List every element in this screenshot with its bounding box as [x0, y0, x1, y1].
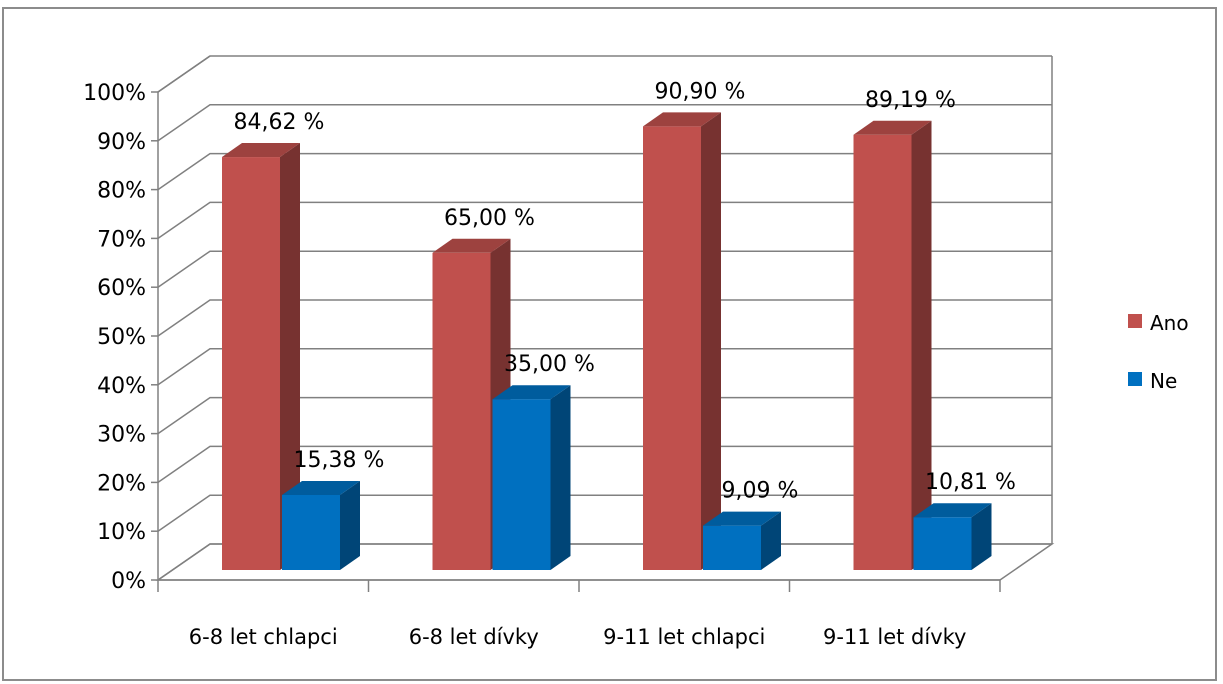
bars [222, 112, 992, 571]
bar-side [280, 143, 300, 571]
gridline [157, 494, 1052, 532]
bar-ano [643, 112, 721, 571]
legend-label-ne: Ne [1150, 369, 1177, 393]
data-label: 35,00 % [504, 352, 595, 377]
y-tick-label: 90% [97, 130, 146, 155]
x-tick-label: 6-8 let chlapci [189, 625, 338, 649]
bar-top [853, 120, 932, 135]
gridline [157, 396, 1052, 435]
y-tick-label: 50% [97, 325, 146, 350]
gridline [157, 348, 1052, 386]
data-label: 84,62 % [234, 110, 325, 135]
bar-side [550, 385, 571, 570]
chart-border [2, 7, 1217, 681]
bar-side [971, 503, 992, 570]
bar-side [761, 511, 781, 570]
bar-top [643, 112, 721, 127]
bar-top [492, 385, 571, 400]
bar-front [703, 525, 761, 570]
data-label: 9,09 % [722, 479, 799, 504]
bar-ano [853, 120, 932, 570]
data-label: 10,81 % [925, 470, 1016, 495]
y-tick-label: 0% [111, 569, 146, 594]
data-labels: 84,62 % 15,38 % 65,00 % 35,00 % 90,90 % 9,09 … [234, 79, 1016, 503]
x-axis: 6-8 let chlapci 6-8 let dívky 9-11 let chl… [157, 579, 1001, 649]
bar-front [913, 517, 972, 570]
y-tick-label: 70% [97, 227, 146, 252]
bar-front [222, 157, 280, 571]
bar-front [432, 252, 491, 571]
bar-top [913, 503, 992, 518]
gridlines [157, 55, 1053, 581]
gridline [157, 445, 1052, 484]
bar-front [853, 134, 912, 570]
bar-side [911, 120, 932, 570]
gridline [157, 104, 1052, 142]
gridline [157, 201, 1052, 240]
y-tick-label: 10% [97, 520, 146, 545]
bar-ne [282, 480, 360, 570]
y-tick-label: 40% [97, 374, 146, 399]
y-tick-label: 20% [97, 471, 146, 496]
data-label: 90,90 % [655, 79, 746, 104]
y-tick-label: 100% [83, 81, 146, 106]
data-label: 89,19 % [865, 88, 956, 113]
gridline [157, 55, 1052, 93]
gridline [157, 152, 1052, 191]
bar-front [492, 399, 551, 570]
bar-ne [703, 511, 781, 570]
data-label: 15,38 % [294, 448, 385, 473]
bar-side [340, 480, 360, 570]
bar-top [222, 143, 300, 158]
y-tick-label: 60% [97, 276, 146, 301]
bar-front [643, 126, 701, 571]
x-tick-label: 9-11 let chlapci [603, 625, 765, 649]
bar-top [282, 480, 360, 495]
legend-swatch-ne [1128, 372, 1142, 386]
bar-top [432, 238, 511, 253]
y-axis: 0% 10% 20% 30% 40% 50% 60% 70% 80% 90% 100% [83, 81, 159, 594]
y-tick-label: 30% [97, 423, 146, 448]
bar-top [703, 511, 781, 526]
bar-ano [222, 143, 300, 571]
bar-ne [913, 503, 992, 570]
x-tick-label: 9-11 let dívky [823, 625, 966, 649]
x-tick-label: 6-8 let dívky [409, 625, 539, 649]
y-tick-label: 80% [97, 179, 146, 204]
legend-swatch-ano [1128, 314, 1142, 328]
legend: Ano Ne [1128, 311, 1189, 393]
gridline [157, 250, 1052, 288]
bar-ne [492, 385, 571, 570]
bar-front [282, 494, 340, 570]
legend-label-ano: Ano [1150, 311, 1189, 335]
data-label: 65,00 % [444, 206, 535, 231]
gridline [157, 299, 1052, 337]
bar-side [701, 112, 721, 571]
